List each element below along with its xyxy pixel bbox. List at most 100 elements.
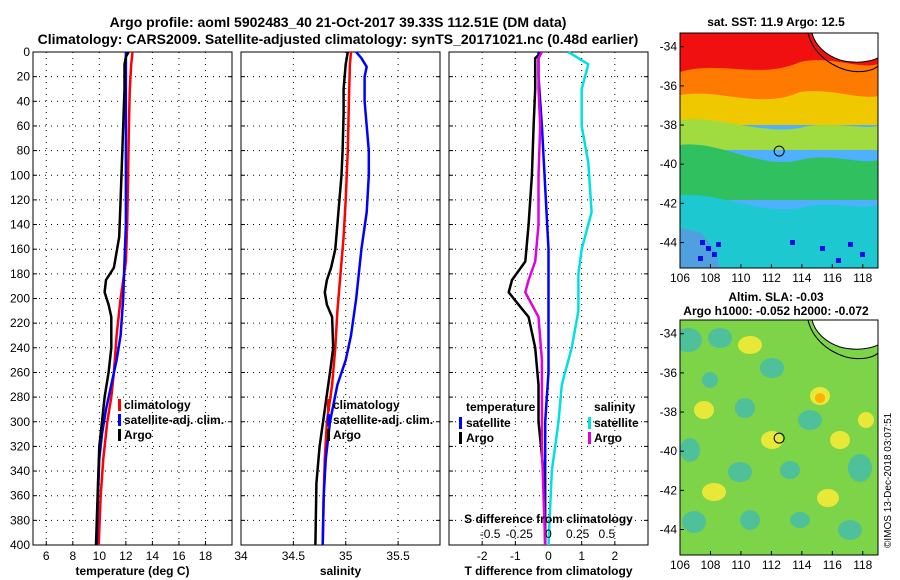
sst-land-mask — [811, 33, 878, 63]
diff-legend-swatch-s-argo — [588, 432, 591, 444]
sla-map-xtick-label: 112 — [762, 558, 781, 572]
difference-series-salinity-satellite — [547, 50, 593, 546]
depth-tick-label: 100 — [10, 168, 30, 182]
diff-legend-label-s-argo: Argo — [594, 431, 622, 445]
diff-s-tick-label: 0.25 — [566, 527, 590, 541]
depth-tick-label: 60 — [17, 119, 31, 133]
salinity-legend-label-satellite-adj-clim: satellite-adj. clim. — [333, 413, 433, 427]
sla-map-xtick-label: 114 — [792, 558, 811, 572]
diff-s-tick-label: 0.5 — [599, 527, 616, 541]
diff-legend-swatch-s-satellite — [588, 417, 591, 429]
depth-tick-label: 300 — [10, 415, 30, 429]
temperature-grid — [33, 52, 232, 545]
sst-map-ytick-label: -40 — [660, 157, 678, 171]
sst-green-band — [680, 144, 878, 200]
sst-map: 106 108 110 112 114 116 118 -34 -36 -38 -40 -42 -44 — [660, 32, 879, 285]
sst-orange-band — [680, 60, 878, 100]
depth-tick-label: 20 — [17, 70, 31, 84]
sst-coastline — [807, 33, 878, 73]
sst-map-xtick-label: 106 — [670, 271, 690, 285]
diff-legend-title-salinity: salinity — [594, 400, 636, 414]
diff-s-tick-label: -0.5 — [480, 527, 501, 541]
salinity-legend-label-argo: Argo — [333, 428, 361, 442]
difference-series-salinity-argo — [524, 51, 547, 546]
depth-tick-label: 120 — [10, 193, 30, 207]
sla-map-ytick-label: -34 — [660, 327, 678, 341]
salinity-xtick-label: 34.5 — [282, 549, 306, 563]
diff-s-axis-label: S difference from climatology — [464, 512, 633, 526]
sst-map-xtick-label: 108 — [700, 271, 720, 285]
sla-map: 106 108 110 112 114 116 118 -34 -36 -38 -40 -42 -44 — [660, 319, 879, 572]
depth-tick-label: 400 — [10, 538, 30, 552]
sst-map-xtick-label: 110 — [731, 271, 750, 285]
sst-map-profile-marker — [773, 145, 785, 157]
depth-tick-label: 360 — [10, 489, 30, 503]
sla-map-profile-marker — [773, 432, 785, 444]
sla-map-xtick-label: 106 — [670, 558, 690, 572]
depth-tick-label: 140 — [10, 218, 30, 232]
sst-map-frame — [679, 32, 879, 269]
sla-peak — [815, 393, 825, 403]
temperature-xtick-label: 6 — [43, 549, 50, 563]
sla-coastline — [807, 320, 878, 360]
salinity-legend-swatch-satellite-adj-clim — [327, 414, 330, 426]
sst-blue-patch — [680, 228, 720, 268]
temperature-series-argo — [94, 51, 130, 546]
sst-map-xtick-label: 118 — [853, 271, 872, 285]
sla-map-ytick-label: -44 — [660, 523, 678, 537]
diff-legend-swatch-t-argo — [459, 432, 462, 444]
salinity-series-climatology — [321, 51, 353, 546]
diff-legend-title-temperature: temperature — [466, 400, 536, 414]
sst-map-xtick-label: 114 — [792, 271, 811, 285]
salinity-legend-swatch-climatology — [327, 399, 330, 411]
sst-map-ytick-label: -44 — [660, 236, 678, 250]
difference-xtick-label: -2 — [477, 549, 488, 563]
salinity-plot-area — [240, 51, 441, 546]
diff-legend-label-s-satellite: satellite — [594, 416, 639, 430]
sst-map-ytick-label: -38 — [660, 118, 678, 132]
depth-tick-label: 260 — [10, 365, 30, 379]
sst-map-title: sat. SST: 11.9 Argo: 12.5 — [707, 15, 845, 29]
diff-legend-label-t-argo: Argo — [466, 431, 494, 445]
sst-cold-pixels — [698, 240, 865, 263]
salinity-panel: 34 34.5 35 35.5 salinity climatologysatellite… — [234, 51, 441, 578]
temperature-legend-label-climatology: climatology — [124, 398, 191, 412]
depth-tick-label: 200 — [10, 292, 30, 306]
difference-xtick-label: 0 — [545, 549, 552, 563]
salinity-xlabel: salinity — [320, 564, 362, 578]
depth-tick-label: 0 — [23, 45, 30, 59]
diff-s-tick-label: -0.25 — [506, 527, 534, 541]
figure-title-line1: Argo profile: aoml 5902483_40 21-Oct-201… — [110, 14, 567, 30]
temperature-legend-swatch-argo — [118, 429, 121, 441]
sla-map-ytick-label: -36 — [660, 366, 678, 380]
sla-low-anomalies — [680, 328, 872, 540]
depth-tick-label: 180 — [10, 267, 30, 281]
temperature-series-satellite-adj-clim — [95, 52, 128, 546]
depth-tick-label: 340 — [10, 464, 30, 478]
sst-cyan-band — [680, 194, 878, 268]
sla-land-mask — [811, 320, 878, 350]
temperature-xtick-label: 18 — [199, 549, 213, 563]
sla-map-frame — [679, 319, 879, 556]
credit-text: ©IMOS 13-Dec-2018 03:07:51 — [883, 412, 894, 548]
sst-lightgreen-band — [680, 119, 878, 150]
temperature-legend-swatch-climatology — [118, 399, 121, 411]
difference-panel: -2 -1 0 1 2T difference from climatology temp… — [448, 50, 649, 578]
sla-map-subtitle: Argo h1000: -0.052 h2000: -0.072 — [683, 304, 869, 318]
temperature-xtick-label: 16 — [172, 549, 186, 563]
temperature-xtick-label: 10 — [93, 549, 107, 563]
temperature-legend-label-satellite-adj-clim: satellite-adj. clim. — [124, 413, 224, 427]
sla-map-xtick-label: 116 — [823, 558, 842, 572]
salinity-xtick-label: 34 — [234, 549, 248, 563]
depth-tick-label: 240 — [10, 341, 30, 355]
temperature-xtick-label: 14 — [146, 549, 160, 563]
depth-tick-label: 380 — [10, 513, 30, 527]
sla-map-title: Altim. SLA: -0.03 — [728, 290, 824, 304]
depth-tick-label: 40 — [17, 94, 31, 108]
sst-map-ytick-label: -36 — [660, 79, 678, 93]
salinity-legend-label-climatology: climatology — [333, 398, 400, 412]
diff-s-tick-label: 0 — [545, 527, 552, 541]
depth-tick-label: 280 — [10, 390, 30, 404]
difference-xtick-label: -1 — [510, 549, 521, 563]
sla-map-xtick-label: 110 — [731, 558, 750, 572]
